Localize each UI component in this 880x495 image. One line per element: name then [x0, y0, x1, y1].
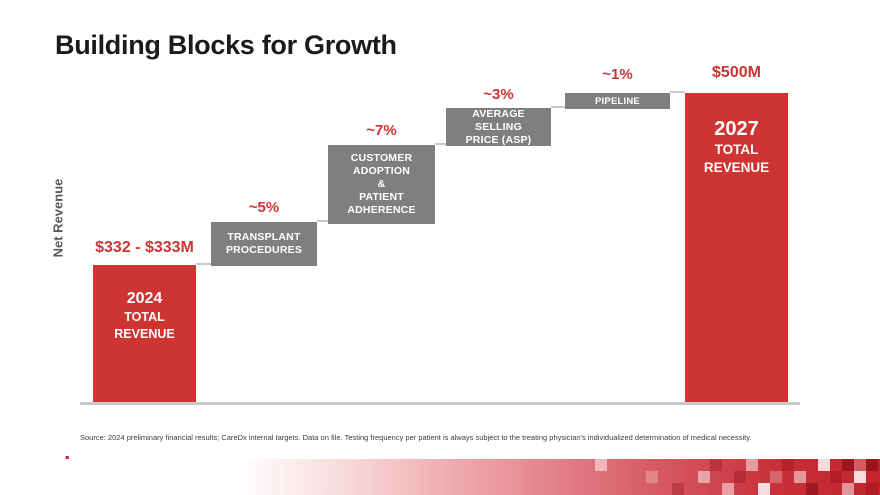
- mosaic-square: [672, 483, 684, 495]
- mosaic-square: [698, 471, 710, 483]
- step-connector: [317, 220, 328, 222]
- block-pipeline: PIPELINE: [565, 93, 670, 109]
- bar-2027-year: 2027: [714, 118, 759, 140]
- mosaic-square: [842, 483, 854, 495]
- mosaic-square: [782, 459, 794, 471]
- mosaic-square: [770, 471, 782, 483]
- mosaic-square: [842, 459, 854, 471]
- mosaic-square: [854, 459, 866, 471]
- block-customer-adoption: CUSTOMER ADOPTION & PATIENT ADHERENCE: [328, 145, 435, 224]
- block-asp-label: AVERAGE SELLING PRICE (ASP): [465, 107, 532, 146]
- mosaic-square: [646, 471, 658, 483]
- mosaic-square: [854, 471, 866, 483]
- mosaic-square: [722, 483, 734, 495]
- step-connector: [551, 106, 565, 108]
- block-average-selling-price: AVERAGE SELLING PRICE (ASP): [446, 108, 551, 146]
- footer-gradient-band: [0, 459, 880, 495]
- step-connector: [670, 91, 685, 93]
- mosaic-square: [866, 459, 878, 471]
- mosaic-square: [746, 459, 758, 471]
- bar-2027-sublabel: TOTAL REVENUE: [703, 142, 770, 175]
- annotation-pipeline-pct: ~1%: [602, 66, 633, 83]
- block-adoption-label: CUSTOMER ADOPTION & PATIENT ADHERENCE: [347, 152, 416, 216]
- mosaic-square: [830, 471, 842, 483]
- mosaic-square: [794, 471, 806, 483]
- annotation-2024-revenue: $332 - $333M: [95, 239, 194, 256]
- block-transplant-procedures: TRANSPLANT PROCEDURES: [211, 222, 317, 266]
- bar-2024-total-revenue: 2024 TOTAL REVENUE: [93, 265, 196, 403]
- step-connector: [196, 263, 211, 265]
- annotation-transplant-pct: ~5%: [248, 199, 280, 216]
- x-axis-baseline: [80, 402, 800, 405]
- mosaic-square: [595, 459, 607, 471]
- mosaic-square: [866, 483, 878, 495]
- bar-2024-year: 2024: [126, 290, 163, 307]
- annotation-adoption-pct: ~7%: [366, 122, 397, 139]
- step-connector: [435, 143, 446, 145]
- block-pipeline-label: PIPELINE: [595, 95, 640, 107]
- mosaic-square: [710, 459, 722, 471]
- annotation-asp-pct: ~3%: [483, 86, 514, 103]
- slide-title: Building Blocks for Growth: [55, 30, 397, 60]
- mosaic-square: [806, 483, 818, 495]
- mosaic-square: [758, 483, 770, 495]
- mosaic-square: [734, 471, 746, 483]
- block-transplant-label: TRANSPLANT PROCEDURES: [225, 231, 303, 256]
- annotation-2027-revenue: $500M: [712, 64, 761, 81]
- source-note: Source: 2024 preliminary financial resul…: [80, 433, 752, 442]
- bar-2027-total-revenue: 2027 TOTAL REVENUE: [685, 93, 788, 403]
- bar-2024-sublabel: TOTAL REVENUE: [114, 310, 175, 341]
- y-axis-label: Net Revenue: [50, 178, 66, 258]
- mosaic-square: [818, 459, 830, 471]
